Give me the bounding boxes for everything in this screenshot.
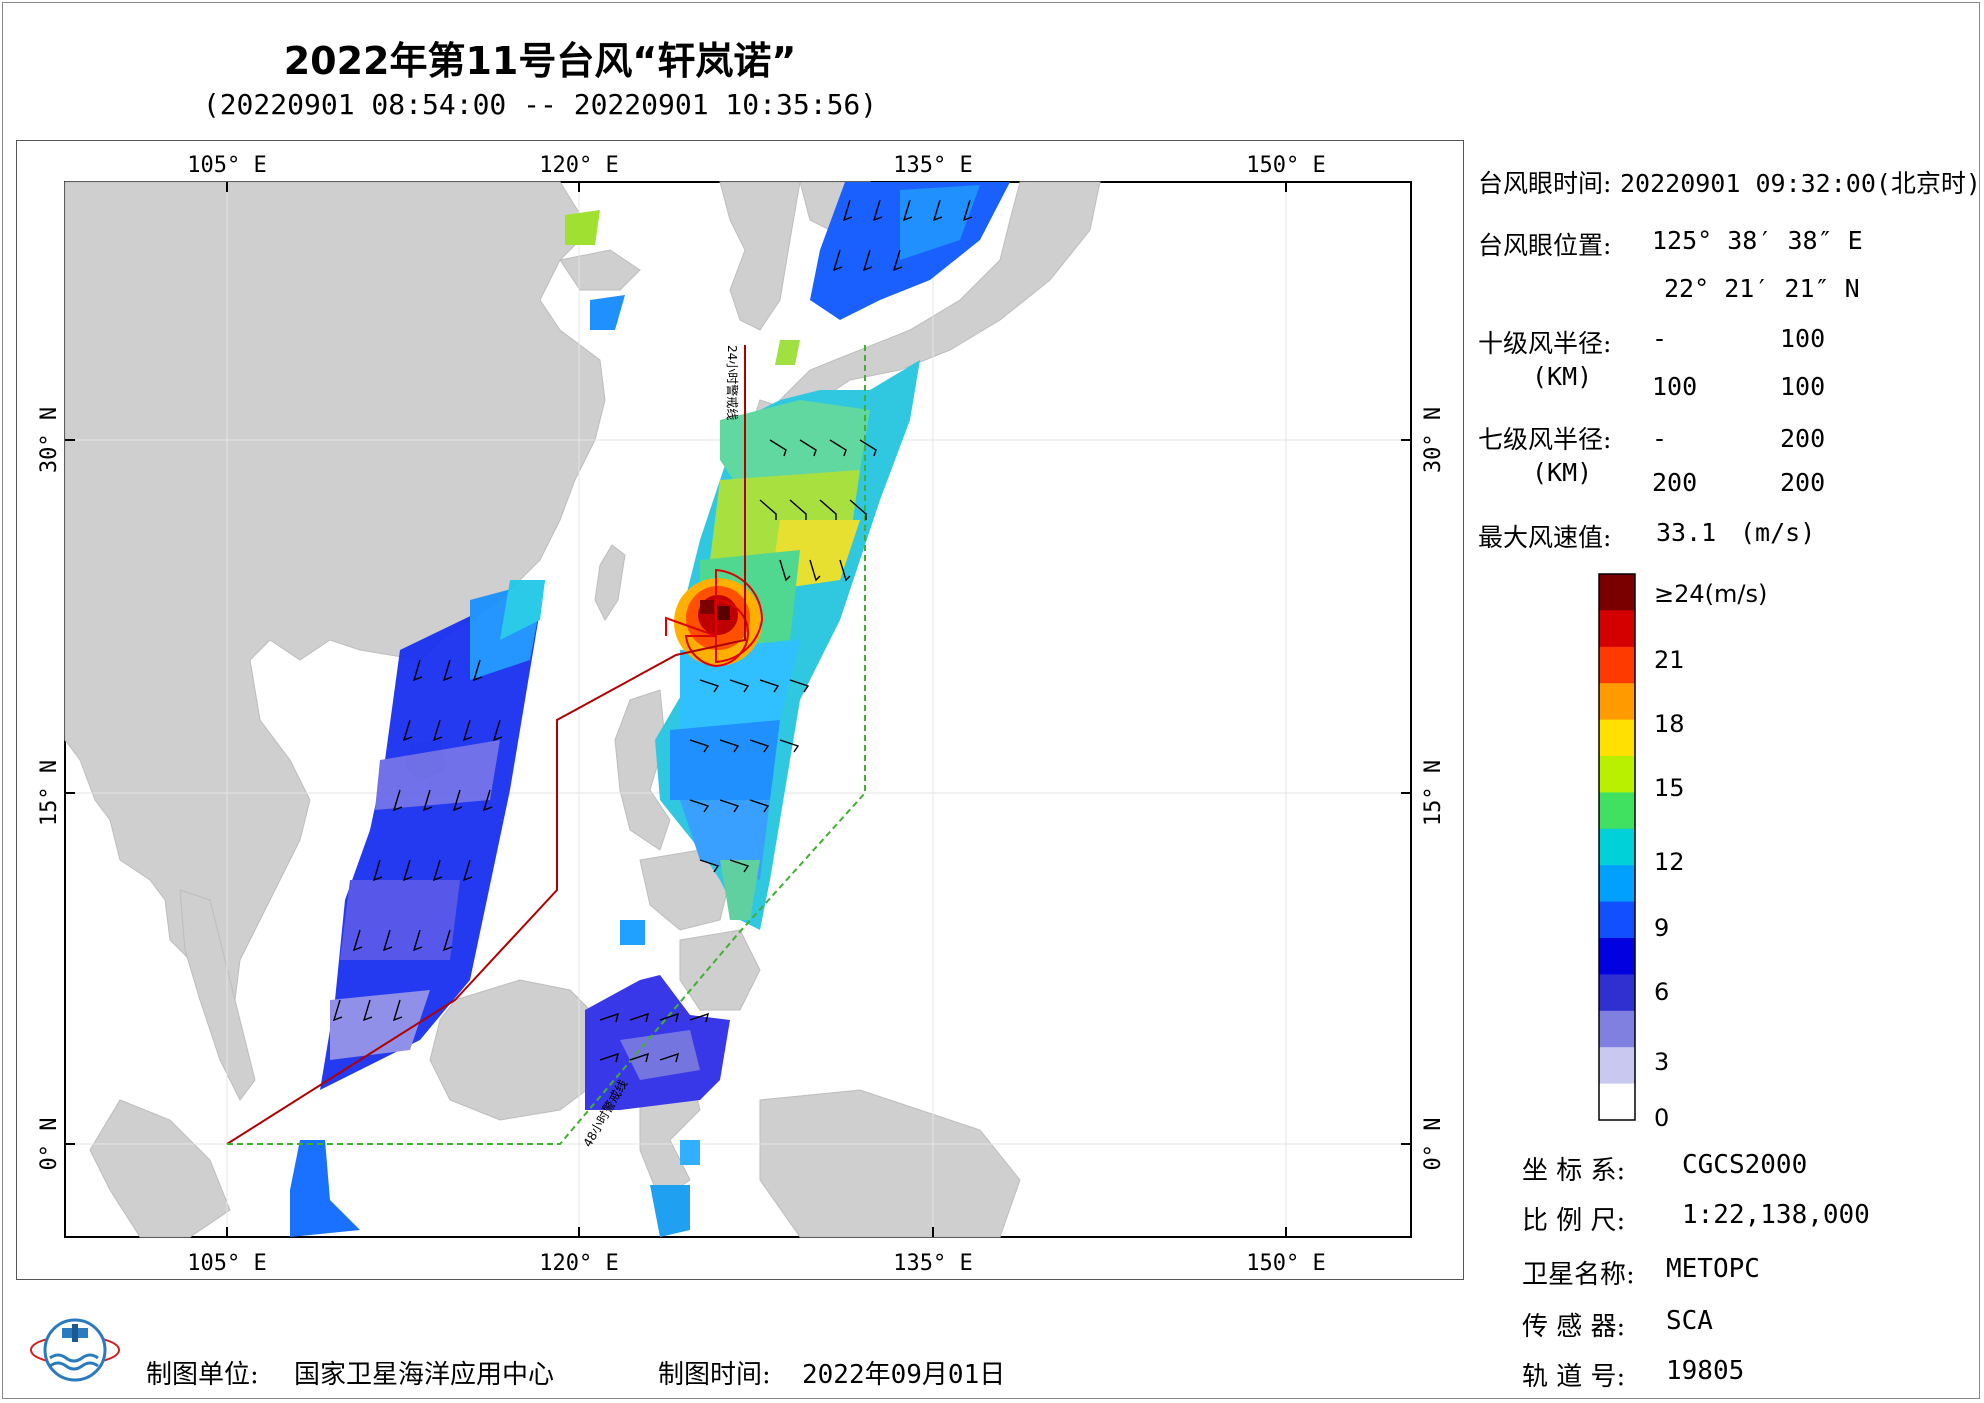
wind-swath-south	[290, 210, 730, 1237]
wind-swath-west	[320, 580, 545, 1090]
org-value: 国家卫星海洋应用中心	[294, 1360, 555, 1390]
colorbar-segment	[1599, 1010, 1635, 1048]
colorbar-label-3: 3	[1654, 1048, 1670, 1076]
r10-value-4: 100	[1780, 372, 1826, 401]
land-malay	[179, 889, 256, 1101]
land-asia-mainland	[64, 181, 606, 1011]
colorbar-label-12: 12	[1654, 848, 1685, 876]
lon-label-bottom-120: 120° E	[539, 1251, 618, 1276]
r10-label: 十级风半径:	[1478, 329, 1612, 358]
eye-time-value: 20220901 09:32:00(北京时)	[1620, 169, 1981, 198]
eye-time-label: 台风眼时间:	[1478, 169, 1612, 198]
lat-label-right-30: 30° N	[1421, 407, 1446, 473]
lon-label-bottom-150: 150° E	[1246, 1251, 1325, 1276]
land-luzon	[614, 689, 671, 851]
colorbar-segment	[1599, 574, 1635, 611]
wind-radius-rings	[665, 568, 764, 668]
r7-value-2: 200	[1780, 424, 1826, 453]
max-wind-value: 33.1	[1656, 518, 1717, 547]
coord-system-label: 坐 标 系:	[1522, 1156, 1626, 1186]
satellite-label: 卫星名称:	[1522, 1260, 1635, 1290]
colorbar	[1599, 574, 1635, 1121]
date-value: 2022年09月01日	[802, 1360, 1006, 1390]
map-frame	[16, 140, 1464, 1280]
colorbar-segment	[1599, 610, 1635, 648]
date-label: 制图时间:	[658, 1360, 771, 1390]
warning-line-48h	[227, 345, 866, 1145]
r10-value-3: 100	[1652, 372, 1698, 401]
scale-value: 1:22,138,000	[1682, 1200, 1870, 1230]
lon-label-top-120: 120° E	[539, 153, 618, 178]
lat-label-left-30: 30° N	[37, 407, 62, 473]
scale-label: 比 例 尺:	[1522, 1206, 1626, 1236]
colorbar-segment	[1599, 646, 1635, 684]
colorbar-segment	[1599, 719, 1635, 757]
r7-unit: (KM)	[1532, 458, 1593, 487]
lon-label-top-105: 105° E	[187, 153, 266, 178]
lat-label-right-0: 0° N	[1421, 1118, 1446, 1171]
colorbar-frame	[1598, 573, 1636, 1121]
eye-position-label: 台风眼位置:	[1478, 231, 1612, 260]
colorbar-label-24: ≥24(m/s)	[1654, 580, 1768, 608]
colorbar-segment	[1599, 865, 1635, 903]
coord-system-value: CGCS2000	[1682, 1150, 1808, 1180]
max-wind-label: 最大风速值:	[1478, 523, 1612, 552]
r10-value-2: 100	[1780, 324, 1826, 353]
r7-value-1: -	[1652, 424, 1668, 453]
r10-unit: (KM)	[1532, 362, 1593, 391]
nsoas-logo-icon	[30, 1318, 120, 1382]
lat-label-right-15: 15° N	[1421, 760, 1446, 826]
colorbar-label-6: 6	[1654, 978, 1670, 1006]
colorbar-label-21: 21	[1654, 646, 1685, 674]
eye-latitude: 22° 21′ 21″ N	[1664, 274, 1860, 303]
org-label: 制图单位:	[146, 1360, 259, 1390]
lon-label-bottom-105: 105° E	[187, 1251, 266, 1276]
r10-value-1: -	[1652, 324, 1668, 353]
map-subtitle: (20220901 08:54:00 -- 20220901 10:35:56)	[202, 88, 878, 121]
eye-longitude: 125° 38′ 38″ E	[1652, 226, 1863, 255]
r7-value-3: 200	[1652, 468, 1698, 497]
wind-barbs	[332, 199, 973, 1063]
colorbar-label-15: 15	[1654, 774, 1685, 802]
lon-label-bottom-135: 135° E	[893, 1251, 972, 1276]
colorbar-segment	[1599, 828, 1635, 866]
lat-label-left-0: 0° N	[37, 1118, 62, 1171]
land-sumatra	[89, 1099, 231, 1238]
land-taiwan	[594, 544, 626, 622]
lon-label-top-135: 135° E	[893, 153, 972, 178]
land-borneo	[429, 979, 611, 1121]
lat-label-left-15: 15° N	[37, 760, 62, 826]
warning-line-24h	[226, 345, 746, 1145]
colorbar-segment	[1599, 683, 1635, 721]
orbit-value: 19805	[1666, 1356, 1745, 1386]
orbit-label: 轨 道 号:	[1522, 1362, 1626, 1392]
colorbar-segment	[1599, 792, 1635, 830]
land-shandong	[559, 249, 641, 291]
swath-scs	[320, 580, 545, 1090]
land-new-guinea	[759, 1089, 1021, 1238]
r7-label: 七级风半径:	[1478, 425, 1612, 454]
land-korea	[719, 181, 801, 331]
satellite-value: METOPC	[1666, 1254, 1760, 1284]
colorbar-segment	[1599, 1047, 1635, 1085]
warning-label-24h: 24小时警戒线	[725, 345, 740, 420]
colorbar-label-18: 18	[1654, 710, 1685, 738]
r7-value-4: 200	[1780, 468, 1826, 497]
map-title: 2022年第11号台风“轩岚诺”	[283, 39, 797, 83]
colorbar-segment	[1599, 974, 1635, 1012]
colorbar-label-9: 9	[1654, 914, 1670, 942]
colorbar-segment	[1599, 901, 1635, 939]
sensor-value: SCA	[1666, 1306, 1713, 1336]
land-mindanao	[679, 929, 761, 1011]
lon-label-top-150: 150° E	[1246, 153, 1325, 178]
colorbar-label-0: 0	[1654, 1104, 1670, 1132]
sensor-label: 传 感 器:	[1522, 1312, 1626, 1342]
colorbar-segment	[1599, 938, 1635, 975]
colorbar-segment	[1599, 1083, 1635, 1121]
colorbar-segment	[1599, 756, 1635, 793]
max-wind-unit: (m/s)	[1740, 518, 1816, 547]
